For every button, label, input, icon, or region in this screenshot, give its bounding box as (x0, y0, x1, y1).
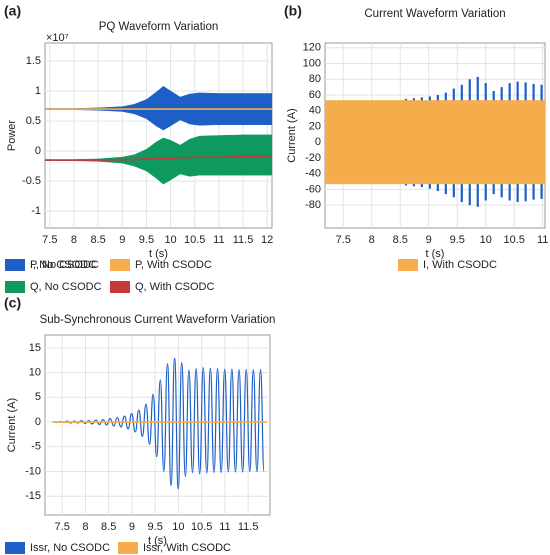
x-tick-label: 7.5 (55, 521, 70, 533)
x-tick-label: 10 (172, 521, 184, 533)
y-tick-label: 20 (309, 120, 321, 132)
y-tick-label: 10 (29, 366, 41, 378)
y-tick-label: 0.5 (26, 115, 41, 127)
y-axis-label: Current (A) (6, 398, 18, 452)
y-tick-label: 100 (303, 57, 321, 69)
y-multiplier: ×10⁷ (46, 32, 69, 44)
x-tick-label: 11 (219, 521, 230, 533)
y-tick-label: 5 (35, 391, 41, 403)
legend-label: P, With CSODC (135, 259, 212, 271)
y-tick-label: -5 (31, 441, 41, 453)
x-tick-label: 9 (119, 234, 125, 246)
y-tick-label: 1.5 (26, 55, 41, 67)
y-tick-label: -20 (305, 152, 321, 164)
legend-label: Issr, No CSODC (30, 542, 110, 554)
legend-swatch (110, 259, 130, 271)
x-tick-label: 7.5 (336, 234, 351, 246)
x-tick-label: 11 (537, 234, 548, 246)
panel-label: (b) (284, 3, 302, 19)
y-tick-label: 0 (35, 145, 41, 157)
chart-title: PQ Waveform Variation (99, 21, 219, 33)
y-tick-label: -60 (305, 183, 321, 195)
x-tick-label: 8 (369, 234, 375, 246)
plot (52, 357, 267, 490)
y-tick-label: 120 (303, 42, 321, 54)
y-tick-label: 80 (309, 73, 321, 85)
y-tick-label: 0 (35, 416, 41, 428)
legend-label: Issr, With CSODC (143, 542, 231, 554)
x-tick-label: 10.5 (504, 234, 525, 246)
x-tick-label: 10.5 (184, 234, 205, 246)
y-tick-label: 15 (29, 342, 41, 354)
y-tick-label: -0.5 (22, 175, 41, 187)
x-axis-label: t (s) (148, 535, 167, 547)
x-tick-label: 9.5 (139, 234, 154, 246)
legend-label: Q, With CSODC (135, 281, 215, 293)
y-axis-label: Current (A) (286, 108, 298, 162)
x-tick-label: 7.5 (42, 234, 57, 246)
x-tick-label: 10.5 (191, 521, 212, 533)
y-tick-label: -15 (25, 490, 41, 502)
legend-swatch (5, 542, 25, 554)
panel-label: (c) (4, 295, 21, 311)
plot-area (44, 334, 271, 516)
x-tick-label: 10 (164, 234, 176, 246)
x-tick-label: 11.5 (233, 234, 254, 246)
legend-label: Q, No CSODC (30, 281, 102, 293)
plot (325, 76, 545, 207)
y-tick-label: -80 (305, 199, 321, 211)
chart-title: Current Waveform Variation (364, 8, 505, 20)
band (45, 85, 272, 131)
legend-label: P, No CSODC (30, 259, 99, 271)
panel-label: (a) (4, 3, 21, 19)
y-axis-label: Power (6, 120, 18, 152)
x-axis-label: t (s) (426, 248, 445, 260)
legend-label: I, No CSODC (30, 259, 96, 271)
legend-swatch (5, 281, 25, 293)
line (45, 155, 272, 161)
y-tick-label: 1 (35, 85, 41, 97)
plot (45, 85, 272, 185)
legend-swatch (118, 542, 138, 554)
chart-title: Sub-Synchronous Current Waveform Variati… (40, 314, 276, 326)
legend-label: I, With CSODC (423, 259, 497, 271)
x-tick-label: 8 (71, 234, 77, 246)
x-tick-label: 9.5 (148, 521, 163, 533)
y-tick-label: -10 (25, 465, 41, 477)
x-tick-label: 8.5 (90, 234, 105, 246)
legend-swatch (398, 259, 418, 271)
legend-swatch (5, 259, 25, 271)
y-tick-label: -40 (305, 168, 321, 180)
legend-swatch (110, 281, 130, 293)
x-tick-label: 8 (82, 521, 88, 533)
x-tick-label: 9 (129, 521, 135, 533)
y-tick-label: 40 (309, 105, 321, 117)
y-tick-label: -1 (31, 205, 41, 217)
band (325, 100, 545, 185)
x-tick-label: 10 (480, 234, 492, 246)
x-tick-label: 8.5 (101, 521, 116, 533)
x-tick-label: 12 (261, 234, 273, 246)
y-tick-label: 0 (315, 136, 321, 148)
x-tick-label: 9 (426, 234, 432, 246)
x-tick-label: 11 (213, 234, 224, 246)
x-tick-label: 8.5 (393, 234, 408, 246)
x-tick-label: 9.5 (450, 234, 465, 246)
line (52, 357, 265, 490)
x-axis-label: t (s) (149, 248, 168, 260)
x-tick-label: 11.5 (238, 521, 259, 533)
y-tick-label: 60 (309, 89, 321, 101)
